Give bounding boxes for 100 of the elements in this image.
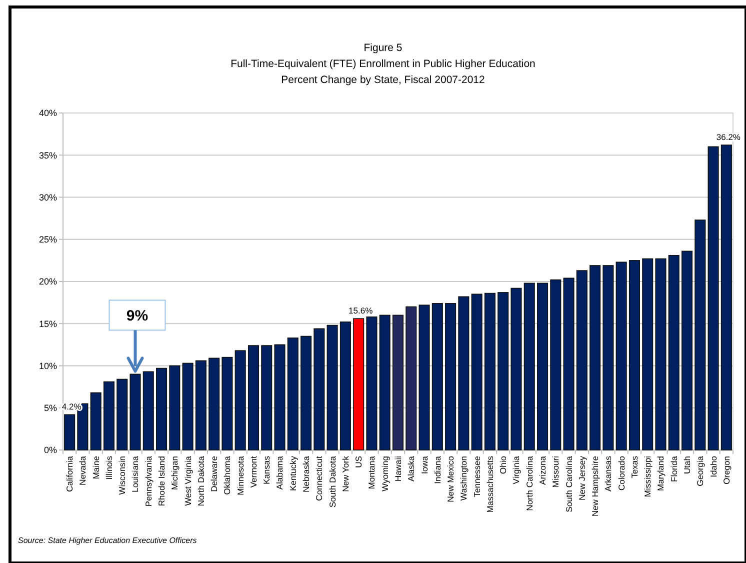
x-tick-label: Arizona [537, 456, 548, 485]
bar [602, 265, 614, 450]
x-tick-label: Texas [629, 456, 640, 478]
bar [182, 362, 194, 450]
bar [590, 265, 601, 450]
x-tick-label: Missouri [550, 456, 561, 488]
x-tick-label: New York [340, 455, 350, 492]
bar [340, 322, 351, 450]
x-tick-label: Illinois [104, 456, 114, 480]
x-tick-label: Massachusetts [484, 456, 495, 513]
x-tick-label: Alabama [274, 456, 285, 490]
x-tick-label: Oregon [721, 456, 732, 484]
bar [616, 262, 627, 450]
x-tick-label: Nevada [78, 456, 88, 486]
bar [353, 318, 364, 450]
x-tick-label: New Mexico [446, 456, 456, 502]
x-tick-label: Ohio [498, 456, 508, 474]
x-tick-label: South Dakota [327, 456, 338, 508]
x-tick-label: Pennsylvania [143, 456, 154, 507]
x-tick-label: California [64, 456, 75, 492]
bar [510, 288, 522, 450]
bar [195, 360, 206, 450]
bar [103, 381, 115, 450]
x-tick-label: Alaska [406, 456, 416, 482]
bar [208, 358, 220, 450]
bar [708, 146, 719, 450]
bar [694, 220, 706, 450]
chart-title: Figure 5 [364, 42, 402, 54]
bar [222, 356, 233, 450]
bar [248, 345, 260, 450]
x-tick-label: Iowa [419, 456, 430, 474]
bar [432, 303, 443, 450]
x-tick-label: Montana [366, 456, 377, 490]
y-tick-label: 40% [38, 108, 57, 118]
bar [326, 324, 338, 450]
bar [379, 314, 390, 450]
x-tick-label: South Carolina [564, 456, 574, 512]
bar [90, 392, 102, 450]
x-tick-label: Virginia [511, 456, 522, 484]
x-tick-label: Florida [668, 456, 679, 482]
x-tick-label: West Virginia [182, 456, 193, 506]
x-tick-label: Oklahoma [222, 456, 232, 495]
bar [720, 144, 732, 450]
y-tick-label: 10% [38, 360, 57, 371]
x-tick-label: Michigan [170, 456, 180, 490]
bar [471, 294, 482, 450]
y-tick-label: 25% [38, 234, 57, 245]
x-tick-label: Idaho [708, 456, 718, 478]
bar [64, 414, 76, 450]
bar [550, 279, 562, 450]
x-tick-label: Wisconsin [117, 456, 128, 495]
bar [445, 303, 456, 450]
bar [156, 368, 168, 450]
x-tick-label: New Hampshire [590, 456, 600, 516]
y-tick-label: 30% [38, 192, 57, 202]
bar [274, 344, 286, 450]
x-tick-label: Minnesota [235, 456, 246, 496]
bar [287, 338, 298, 450]
source-note: Source: State Higher Education Executive Officers [18, 536, 197, 545]
bar [392, 314, 404, 450]
bar [130, 374, 141, 450]
bar [484, 292, 496, 450]
data-label: 36.2% [716, 132, 741, 142]
bar [418, 304, 430, 450]
bar [234, 350, 246, 450]
bar [300, 336, 312, 450]
bar [563, 278, 574, 450]
bar [655, 258, 666, 450]
x-tick-label: Kentucky [288, 455, 298, 491]
bar [642, 258, 654, 450]
bar [458, 296, 470, 450]
x-tick-label: Hawaii [392, 456, 403, 482]
bar [536, 282, 548, 450]
bar [261, 345, 272, 450]
bar [406, 306, 417, 450]
x-tick-label: Rhode Island [156, 456, 167, 506]
x-tick-label: Washington [458, 456, 469, 501]
data-label: 15.6% [348, 306, 374, 316]
x-tick-label: Maryland [656, 456, 666, 491]
x-tick-label: North Dakota [196, 456, 206, 506]
bar [366, 316, 378, 450]
x-tick-label: Connecticut [314, 455, 324, 501]
y-tick-label: 35% [38, 150, 57, 160]
x-tick-label: Arkansas [603, 456, 614, 492]
x-tick-label: New Jersey [576, 455, 587, 500]
x-tick-label: Indiana [432, 456, 442, 484]
x-tick-label: Tennessee [472, 456, 482, 498]
x-tick-label: US [354, 456, 364, 468]
x-tick-label: Delaware [209, 456, 220, 492]
y-tick-label: 15% [38, 318, 57, 329]
x-tick-label: Georgia [695, 456, 706, 486]
bar [668, 254, 680, 450]
y-tick-label: 20% [38, 276, 57, 287]
x-tick-label: Colorado [616, 456, 626, 490]
x-tick-label: Maine [90, 456, 101, 480]
bar [116, 378, 128, 450]
bar [142, 371, 154, 450]
bar [524, 282, 535, 450]
bar [681, 250, 693, 450]
x-tick-label: Kansas [262, 456, 272, 484]
